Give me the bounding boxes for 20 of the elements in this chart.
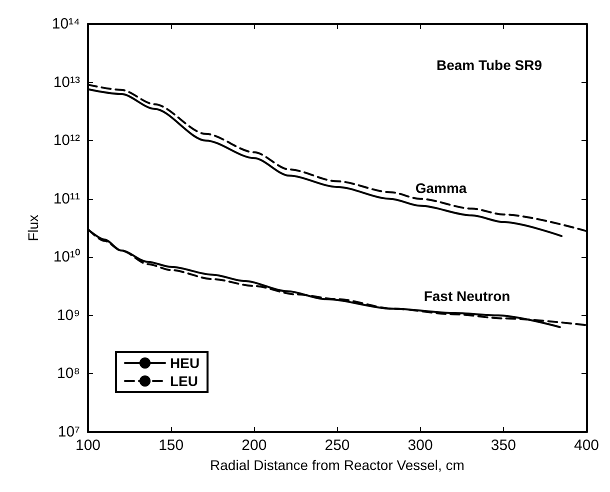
- y-tick-label: 10¹²: [53, 132, 80, 150]
- y-tick-label: 10¹¹: [53, 190, 80, 208]
- y-tick-label: 10¹⁰: [53, 248, 80, 266]
- y-axis-title: Flux: [25, 214, 41, 242]
- x-tick-label: 350: [490, 437, 516, 454]
- annotation: Beam Tube SR9: [436, 57, 542, 73]
- annotation: Fast Neutron: [424, 288, 510, 304]
- x-tick-label: 150: [158, 437, 184, 454]
- annotation: Gamma: [415, 180, 467, 196]
- y-tick-label: 10⁸: [56, 365, 80, 382]
- x-axis-title: Radial Distance from Reactor Vessel, cm: [210, 456, 464, 473]
- y-tick-label: 10¹⁴: [52, 16, 80, 32]
- legend-label: LEU: [170, 373, 198, 389]
- x-tick-label: 250: [324, 437, 350, 454]
- y-tick-label: 10⁹: [56, 306, 80, 324]
- legend-label: HEU: [170, 355, 200, 371]
- x-tick-label: 200: [242, 437, 267, 454]
- x-tick-label: 300: [408, 437, 433, 454]
- x-tick-label: 400: [574, 437, 599, 454]
- y-tick-label: 10¹³: [53, 74, 80, 91]
